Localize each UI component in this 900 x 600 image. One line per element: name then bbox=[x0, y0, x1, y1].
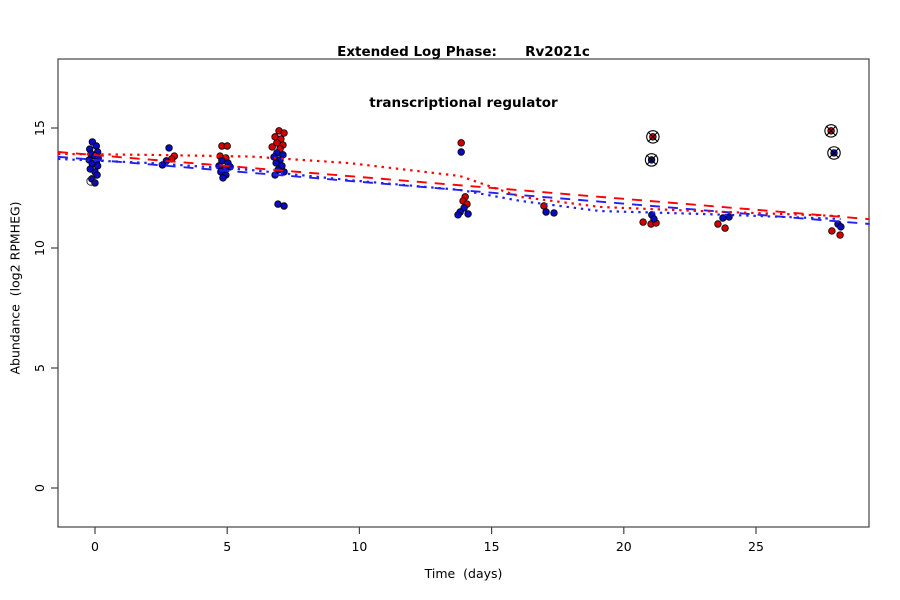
data-point bbox=[714, 220, 722, 228]
y-tick-label: 5 bbox=[32, 364, 47, 372]
outlier-x-stroke bbox=[825, 125, 837, 137]
blue-loess-fit bbox=[57, 157, 841, 221]
y-tick-label: 15 bbox=[32, 120, 47, 136]
data-point bbox=[93, 162, 102, 170]
outlier-ring bbox=[644, 153, 659, 167]
data-point bbox=[837, 223, 845, 231]
chart-title-line1: Extended Log Phase: Rv2021c bbox=[337, 44, 590, 60]
data-point bbox=[223, 142, 231, 150]
y-tick-label: 10 bbox=[32, 240, 47, 256]
y-axis-label: Abundance (log2 RPMHEG) bbox=[7, 201, 23, 375]
outlier-ring bbox=[824, 124, 838, 138]
outlier-x-stroke bbox=[647, 131, 659, 143]
data-point bbox=[828, 227, 836, 235]
x-tick-label: 10 bbox=[351, 539, 367, 554]
data-point bbox=[550, 209, 558, 217]
data-point bbox=[272, 159, 280, 167]
data-point bbox=[454, 211, 462, 219]
red-loess-fit bbox=[57, 152, 841, 218]
chart-title: Extended Log Phase: Rv2021c transcriptio… bbox=[58, 10, 869, 146]
chart-title-line2: transcriptional regulator bbox=[369, 95, 558, 111]
data-point bbox=[219, 174, 227, 182]
data-point bbox=[274, 200, 282, 208]
data-point bbox=[836, 231, 844, 239]
data-point bbox=[93, 171, 101, 179]
x-tick-label: 25 bbox=[748, 539, 764, 554]
x-tick-label: 20 bbox=[616, 539, 632, 554]
plot-box bbox=[57, 58, 870, 528]
x-tick-label: 0 bbox=[91, 539, 99, 554]
outlier-x-stroke bbox=[828, 147, 840, 159]
data-point bbox=[457, 139, 465, 147]
data-point bbox=[639, 218, 647, 226]
outlier-x-stroke bbox=[646, 154, 657, 166]
outlier-ring bbox=[827, 146, 841, 160]
y-tick-label: 0 bbox=[32, 484, 47, 492]
outlier-ring bbox=[646, 130, 660, 144]
data-point bbox=[457, 148, 465, 156]
red-linear-fit bbox=[57, 151, 870, 221]
x-tick-label: 15 bbox=[484, 539, 500, 554]
x-tick-label: 5 bbox=[223, 539, 231, 554]
x-axis-label: Time (days) bbox=[424, 566, 503, 581]
data-point bbox=[280, 202, 288, 210]
open-circle-marker bbox=[86, 176, 96, 186]
data-point bbox=[165, 144, 173, 152]
blue-linear-fit bbox=[57, 155, 870, 225]
data-point bbox=[725, 213, 733, 221]
data-point bbox=[268, 143, 276, 151]
data-point bbox=[464, 210, 472, 218]
data-point bbox=[280, 129, 288, 137]
data-point bbox=[542, 208, 550, 216]
data-point bbox=[721, 224, 729, 232]
data-point bbox=[650, 215, 658, 223]
